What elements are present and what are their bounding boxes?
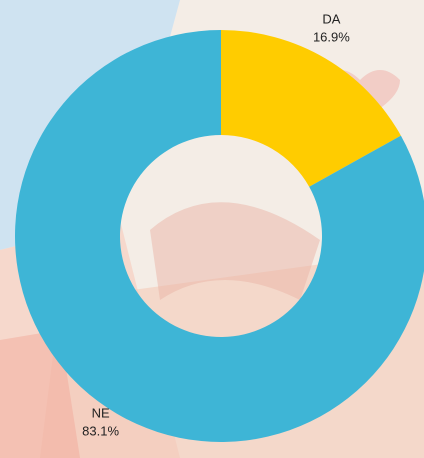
page: {"chart_data": {"type": "donut", "catego… [0,0,424,458]
slice-value-label: 16.9% [313,29,350,44]
slice-label: NE [92,405,110,420]
chart: DA 16.9% NE 83.1% [0,0,424,458]
slice-label: DA [322,11,340,26]
slice-value-label: 83.1% [82,423,119,438]
